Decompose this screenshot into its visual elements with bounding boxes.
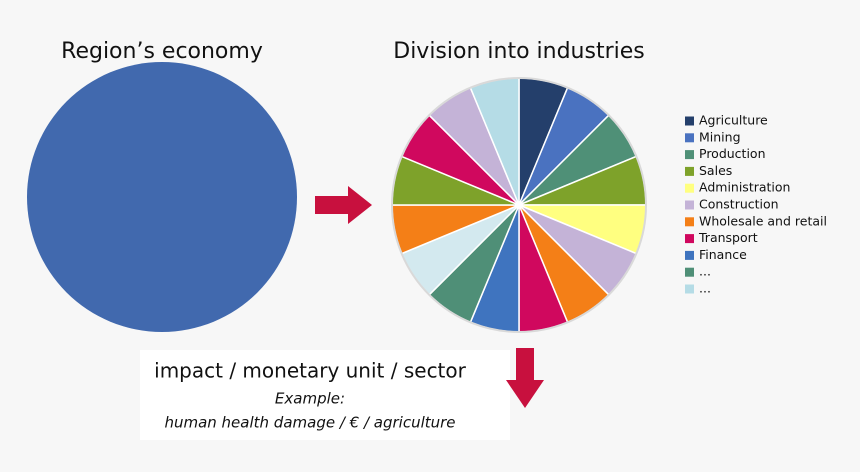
legend-swatch <box>685 234 694 244</box>
legend-label: Transport <box>698 230 758 245</box>
right-arrow <box>315 186 372 224</box>
box-example-text: human health damage / € / agriculture <box>164 414 455 432</box>
down-arrow <box>506 348 544 408</box>
legend-label: Production <box>699 146 766 161</box>
legend-label: ... <box>699 281 711 296</box>
legend-label: Agriculture <box>699 113 768 128</box>
legend-swatch <box>685 250 694 260</box>
impact-box <box>140 350 510 440</box>
legend-label: Wholesale and retail <box>699 213 827 228</box>
industry-pie <box>391 77 647 333</box>
legend-label: ... <box>699 264 711 279</box>
legend-swatch <box>685 183 694 193</box>
economy-circle <box>27 62 297 332</box>
legend-label: Sales <box>699 163 732 178</box>
right-title: Division into industries <box>393 39 645 64</box>
legend-swatch <box>685 150 694 160</box>
legend-swatch <box>685 267 694 277</box>
legend-swatch <box>685 217 694 227</box>
box-example: Example: <box>275 390 345 408</box>
left-title: Region’s economy <box>61 39 263 64</box>
box-heading: impact / monetary unit / sector <box>154 359 466 383</box>
legend-label: Mining <box>699 129 741 144</box>
legend-label: Finance <box>699 247 747 262</box>
pie-outline <box>391 77 647 333</box>
legend-swatch <box>685 116 694 126</box>
legend-swatch <box>685 166 694 176</box>
legend-label: Administration <box>699 180 790 195</box>
legend-label: Construction <box>699 197 779 212</box>
legend-swatch <box>685 200 694 210</box>
legend-swatch <box>685 133 694 143</box>
legend-swatch <box>685 284 694 294</box>
